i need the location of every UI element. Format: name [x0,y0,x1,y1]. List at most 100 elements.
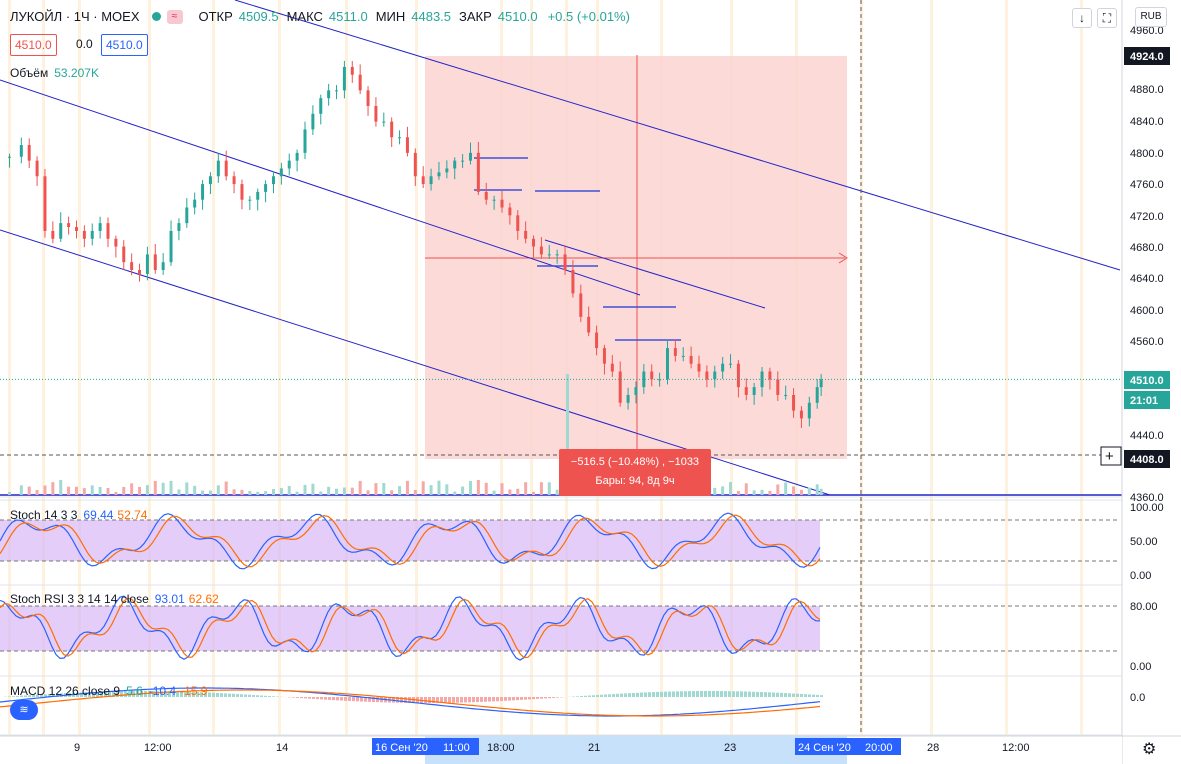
time-highlight-bg [372,738,444,755]
volume-bar [752,490,756,495]
chart-header: ЛУКОЙЛ · 1Ч · MOEX ≈ ОТКР 4509.5 МАКС 4511… [10,9,630,24]
macd-histogram-bar [348,697,351,701]
volume-bar [421,481,425,495]
volume-value: 53.207K [54,66,99,80]
macd-signal-value: -15.9 [180,684,208,698]
session-stripe [42,0,45,735]
time-highlight-label: 11:00 [443,742,470,754]
macd-histogram-bar [124,691,127,697]
macd-histogram-bar [204,692,207,697]
candle-body [610,363,614,372]
macd-histogram-bar [216,692,219,697]
buy-button[interactable]: 4510.0 [101,34,148,56]
open-value: 4509.5 [238,9,279,24]
macd-histogram-bar [712,691,715,697]
macd-histogram-bar [692,691,695,697]
candle-body [689,355,693,364]
candle-body [476,152,480,192]
macd-histogram-bar [548,697,551,699]
volume-bar [350,487,354,495]
macd-histogram-bar [680,691,683,697]
session-stripe [345,0,348,735]
open-label: ОТКР [198,9,233,24]
stoch-rsi-legend[interactable]: Stoch RSI 3 3 14 14 close 93.01 62.62 [10,592,219,606]
macd-histogram-bar [520,697,523,700]
candle-body [721,363,725,372]
plus-button-bg [1100,446,1122,466]
volume-bar [547,482,551,495]
candle-body [216,160,220,177]
macd-legend[interactable]: MACD 12 26 close 9 5.6 -10.4 -15.9 [10,684,207,698]
macd-histogram-bar [356,697,359,702]
price-tick-label: 4600.0 [1130,305,1164,317]
macd-histogram-bar [360,697,363,702]
candle-body [398,137,402,139]
volume-bar [382,482,386,495]
candle-body [484,191,488,200]
candle-body [271,176,275,185]
fullscreen-icon[interactable]: ⛶ [1097,8,1117,28]
gear-icon[interactable]: ⚙ [1142,741,1157,758]
volume-bar [784,482,788,495]
currency-button[interactable]: RUB [1135,7,1167,27]
macd-histogram-bar [24,695,27,697]
macd-hist-value: 5.6 [126,684,143,698]
stoch-legend[interactable]: Stoch 14 3 3 69.44 52.74 [10,508,147,522]
candle-body [43,176,47,231]
macd-histogram-bar [48,693,51,697]
price-highlight-label: 4924.0 [1130,51,1164,63]
volume-bar [516,488,520,495]
tv-logo-icon[interactable]: ≋ [10,700,38,720]
macd-histogram-bar [376,697,379,703]
volume-bar [201,490,205,495]
candle-body [185,207,189,224]
arrow-down-icon[interactable]: ↓ [1072,8,1092,28]
candle-body [256,191,260,200]
spread-value: 0.0 [76,37,93,51]
candle-body [82,230,86,239]
macd-histogram-bar [764,692,767,697]
sell-button[interactable]: 4510.0 [10,34,57,56]
price-tick-label: 4720.0 [1130,211,1164,223]
macd-histogram-bar [156,691,159,697]
candle-body [815,387,819,403]
candle-body [555,254,559,256]
macd-histogram-bar [324,697,327,700]
macd-histogram-bar [304,697,307,699]
macd-histogram-bar [404,697,407,703]
session-stripe [415,0,418,735]
macd-histogram-bar [180,691,183,697]
candle-body [264,184,268,192]
macd-histogram-bar [244,694,247,697]
macd-histogram-bar [192,691,195,697]
measure-arrow [838,252,848,264]
plus-icon[interactable]: + [1105,448,1114,465]
flag-icon[interactable]: ≈ [166,9,183,24]
volume-bar [27,486,31,495]
macd-histogram-bar [796,693,799,697]
macd-histogram-bar [528,697,531,700]
volume-label: Объём [10,66,49,80]
macd-histogram-bar [128,691,131,697]
macd-histogram-bar [56,693,59,697]
macd-histogram-bar [792,693,795,697]
symbol-title[interactable]: ЛУКОЙЛ · 1Ч · MOEX [10,9,140,24]
high-label: МАКС [286,9,323,24]
macd-histogram-bar [312,697,315,699]
macd-histogram-bar [724,691,727,697]
candle-body [51,230,55,239]
candle-body [752,387,756,395]
volume-bar [224,481,228,495]
volume-bar [532,491,536,495]
macd-histogram-bar [172,691,175,697]
macd-histogram-bar [256,695,259,697]
candle-body [595,332,599,349]
macd-histogram-bar [88,692,91,697]
candle-body [193,199,197,208]
session-stripe [278,0,281,735]
volume-bar [145,485,149,495]
macd-histogram-bar [600,694,603,697]
candle-body [768,371,772,380]
volume-bar [138,486,142,495]
